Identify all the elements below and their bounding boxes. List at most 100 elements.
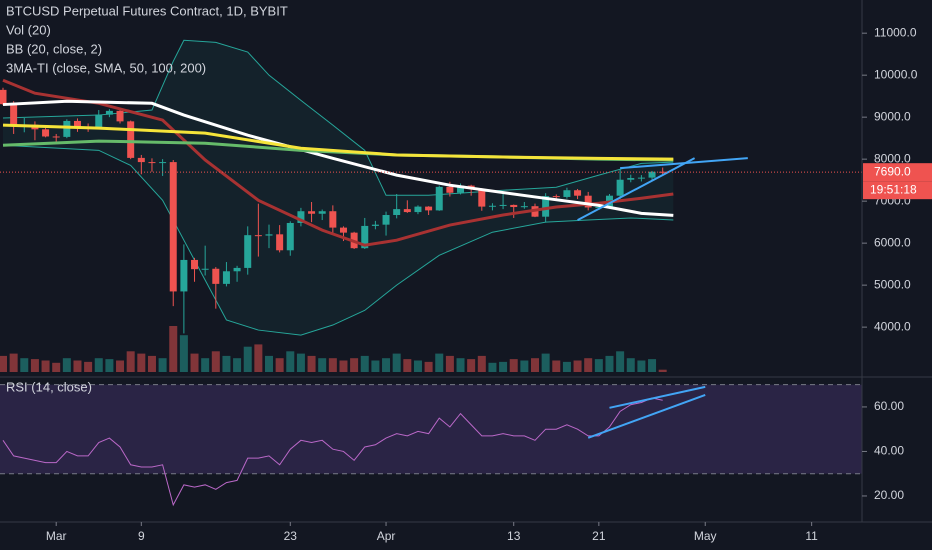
- volume-bar: [435, 353, 444, 372]
- candle-body: [446, 186, 454, 193]
- volume-bar: [105, 359, 114, 372]
- volume-bar: [658, 369, 667, 372]
- candle-body: [627, 178, 635, 180]
- volume-bar: [573, 360, 582, 372]
- x-tick-label: 13: [507, 529, 521, 543]
- candle-body: [637, 177, 645, 179]
- volume-bar: [648, 359, 657, 372]
- candle-body: [308, 211, 316, 214]
- volume-bar: [424, 361, 433, 372]
- volume-bar: [158, 358, 167, 372]
- rsi-tick-label: 60.00: [874, 399, 904, 413]
- volume-bar: [233, 358, 242, 372]
- volume-bar: [350, 358, 359, 372]
- candle-body: [212, 268, 220, 284]
- x-tick-label: May: [694, 529, 717, 543]
- y-tick-label: 4000.0: [874, 319, 911, 333]
- candle-body: [180, 259, 188, 292]
- candle-body: [0, 89, 7, 105]
- candle-body: [148, 162, 156, 164]
- indicator-label: 3MA-TI (close, SMA, 50, 100, 200): [6, 60, 206, 75]
- volume-bar: [126, 351, 135, 372]
- rsi-trendline: [609, 385, 706, 409]
- volume-bar: [594, 359, 603, 372]
- volume-bar: [626, 358, 635, 372]
- volume-bar: [328, 358, 337, 372]
- volume-bar: [190, 353, 199, 372]
- volume-bar: [52, 362, 61, 372]
- volume-bar: [41, 360, 50, 372]
- candle-body: [371, 224, 379, 226]
- candle-body: [276, 234, 284, 251]
- volume-bar: [20, 358, 29, 372]
- volume-bar: [456, 358, 465, 372]
- moving-average: [2, 123, 674, 161]
- candle-body: [191, 259, 199, 270]
- candle-body: [63, 120, 71, 137]
- candle-body: [478, 188, 486, 207]
- volume-bar: [84, 361, 93, 372]
- volume-bar: [201, 358, 210, 372]
- candle-body: [499, 204, 507, 206]
- candle-body: [435, 186, 443, 211]
- countdown-label: 19:51:18: [870, 182, 917, 196]
- candle-body: [73, 120, 81, 128]
- volume-bar: [243, 346, 252, 372]
- volume-bar: [509, 359, 518, 372]
- rsi-tick-label: 40.00: [874, 444, 904, 458]
- volume-bar: [275, 358, 284, 372]
- candle-body: [169, 162, 177, 292]
- candle-body: [520, 206, 528, 208]
- candle-body: [457, 185, 465, 193]
- volume-bar: [382, 358, 391, 372]
- candle-body: [265, 234, 273, 236]
- candle-body: [244, 235, 252, 268]
- volume-bar: [116, 360, 125, 372]
- volume-bar: [499, 361, 508, 372]
- x-tick-label: 21: [592, 529, 606, 543]
- rsi-band-fill: [0, 384, 862, 474]
- x-tick-label: 11: [805, 529, 818, 543]
- candle-body: [159, 162, 167, 164]
- candle-body: [648, 171, 656, 178]
- volume-bar: [392, 353, 401, 372]
- x-tick-label: 9: [138, 529, 145, 543]
- x-tick-label: Apr: [377, 529, 396, 543]
- volume-bar: [147, 355, 156, 372]
- candle-body: [137, 157, 145, 163]
- trendline: [577, 157, 696, 222]
- chart-title: BTCUSD Perpetual Futures Contract, 1D, B…: [6, 3, 288, 18]
- volume-bar: [605, 355, 614, 372]
- candle-body: [574, 190, 582, 196]
- rsi-trendline: [587, 393, 706, 439]
- volume-bar: [169, 326, 178, 372]
- volume-bar: [445, 355, 454, 372]
- rsi-label: RSI (14, close): [6, 379, 92, 394]
- candle-body: [95, 114, 103, 128]
- candle-body: [116, 110, 124, 122]
- volume-bar: [552, 360, 561, 372]
- candle-body: [563, 190, 571, 197]
- candle-body: [542, 196, 550, 217]
- indicator-label: BB (20, close, 2): [6, 41, 102, 56]
- candle-body: [584, 195, 592, 208]
- volume-bar: [637, 360, 646, 372]
- candle-body: [488, 205, 496, 207]
- volume-bar: [488, 362, 497, 372]
- volume-bar: [286, 351, 295, 372]
- trendline: [620, 157, 748, 170]
- bollinger-fill: [3, 40, 674, 336]
- candle-body: [382, 215, 390, 225]
- volume-bar: [467, 359, 476, 372]
- candle-body: [52, 136, 60, 138]
- candle-body: [414, 206, 422, 213]
- moving-average: [2, 99, 674, 217]
- volume-bar: [0, 355, 7, 372]
- candle-body: [254, 235, 262, 237]
- candle-body: [201, 268, 209, 270]
- countdown-box: [863, 181, 932, 200]
- candle-body: [339, 227, 347, 233]
- plot-area: [0, 39, 862, 507]
- y-tick-label: 9000.0: [874, 109, 911, 123]
